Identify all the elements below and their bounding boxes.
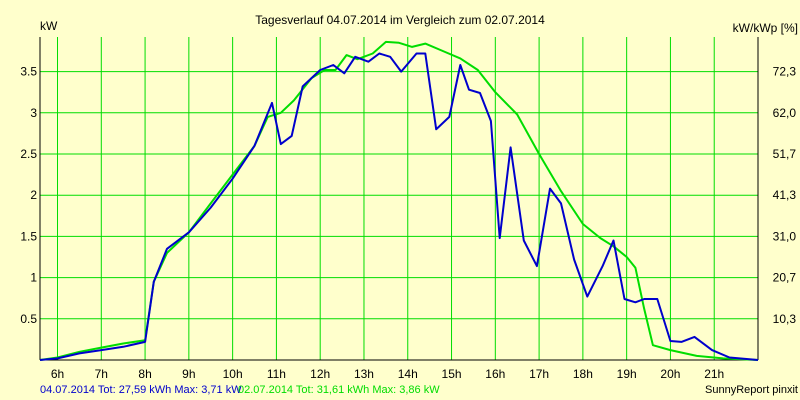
y-left-tick-label: 2 xyxy=(30,188,37,202)
y-left-tick-label: 3 xyxy=(30,106,37,120)
series-line-02-07-2014 xyxy=(39,40,759,361)
series-line-04-07-2014 xyxy=(39,52,759,361)
x-tick-label: 11h xyxy=(267,367,286,381)
footer-credit: SunnyReport pinxit xyxy=(705,384,798,396)
plot-frame xyxy=(39,37,759,361)
footer-series2-summary: 02.07.2014 Tot: 31,61 kWh Max: 3,86 kW xyxy=(238,384,440,396)
x-tick-label: 9h xyxy=(182,367,195,381)
footer-series1-summary: 04.07.2014 Tot: 27,59 kWh Max: 3,71 kW xyxy=(40,384,242,396)
x-tick-label: 13h xyxy=(354,367,374,381)
y-left-tick-label: 0.5 xyxy=(20,312,37,326)
y-right-tick-label: 41,3 xyxy=(773,188,797,202)
x-tick-label: 6h xyxy=(51,367,64,381)
x-tick-label: 14h xyxy=(398,367,418,381)
y-axis-left: 0.5 1 1.5 2 2.5 3 3.5 xyxy=(20,65,37,326)
chart-title: Tagesverlauf 04.07.2014 im Vergleich zum… xyxy=(255,13,545,27)
y-axis-left-label: kW xyxy=(40,19,58,33)
x-axis: 6h 7h 8h 9h 10h 11h 12h 13h 14h 15h 16h 17h 18h 19h 20… xyxy=(51,367,724,381)
y-right-tick-label: 10,3 xyxy=(773,312,797,326)
x-tick-label: 10h xyxy=(223,367,243,381)
y-left-tick-label: 1.5 xyxy=(20,229,37,243)
y-left-tick-label: 1 xyxy=(30,271,37,285)
series-lines xyxy=(39,40,759,361)
y-right-tick-label: 31,0 xyxy=(773,229,797,243)
x-tick-label: 20h xyxy=(660,367,680,381)
x-tick-label: 16h xyxy=(485,367,505,381)
x-tick-label: 19h xyxy=(617,367,637,381)
y-left-tick-label: 3.5 xyxy=(20,65,37,79)
grid xyxy=(40,37,758,360)
x-tick-label: 12h xyxy=(310,367,330,381)
x-tick-label: 8h xyxy=(138,367,151,381)
y-right-tick-label: 51,7 xyxy=(773,147,797,161)
y-left-tick-label: 2.5 xyxy=(20,147,37,161)
x-tick-label: 7h xyxy=(95,367,108,381)
x-tick-label: 17h xyxy=(529,367,549,381)
y-axis-right: 10,3 20,7 31,0 41,3 51,7 62,0 72,3 xyxy=(773,65,797,326)
y-right-tick-label: 72,3 xyxy=(773,65,797,79)
x-tick-label: 21h xyxy=(704,367,724,381)
y-right-tick-label: 20,7 xyxy=(773,271,797,285)
x-tick-label: 18h xyxy=(573,367,593,381)
y-right-tick-label: 62,0 xyxy=(773,106,797,120)
y-axis-right-label: kW/kWp [%] xyxy=(733,21,798,35)
x-tick-label: 15h xyxy=(442,367,462,381)
